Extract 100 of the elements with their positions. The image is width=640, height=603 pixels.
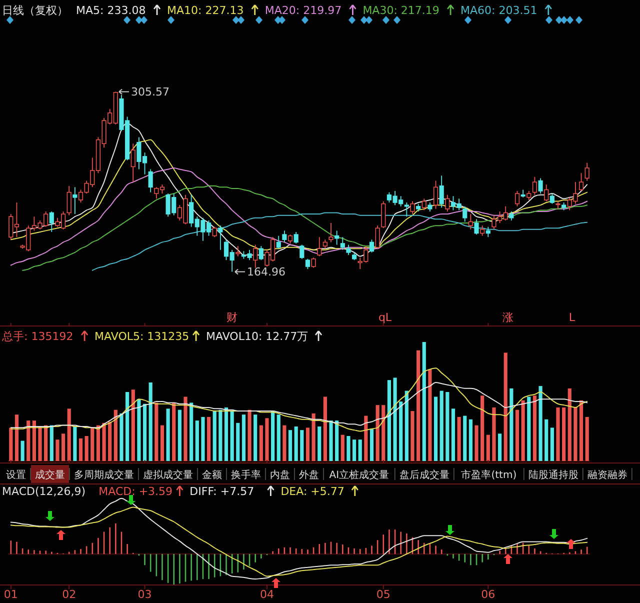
legend-label: DEA: +5.77 bbox=[280, 485, 344, 498]
candlestick bbox=[480, 225, 485, 236]
bar bbox=[195, 420, 199, 461]
bar bbox=[26, 420, 30, 461]
bar bbox=[474, 425, 478, 461]
bar bbox=[399, 402, 403, 461]
bar bbox=[352, 440, 356, 461]
bar bbox=[265, 418, 269, 461]
bar bbox=[538, 386, 542, 461]
legend-label: MA20: 219.97 bbox=[264, 4, 342, 17]
bar bbox=[370, 428, 374, 461]
bar bbox=[515, 410, 520, 461]
bar bbox=[84, 436, 88, 461]
bar bbox=[160, 425, 164, 461]
bar bbox=[376, 405, 380, 461]
bar bbox=[9, 428, 13, 461]
bar bbox=[335, 420, 339, 461]
text: 内盘 bbox=[270, 469, 290, 481]
x-tick-label: 04 bbox=[260, 588, 274, 601]
text: 财 bbox=[226, 311, 238, 324]
bar bbox=[20, 440, 24, 461]
chart-title: 日线（复权） bbox=[2, 4, 68, 17]
bar bbox=[300, 430, 304, 461]
bar bbox=[440, 390, 444, 461]
bar bbox=[504, 352, 508, 461]
bar bbox=[259, 425, 263, 461]
legend-label: MA60: 203.51 bbox=[460, 4, 538, 17]
bar bbox=[451, 408, 456, 461]
bar bbox=[224, 407, 228, 461]
x-tick-label: 01 bbox=[4, 588, 18, 601]
bar bbox=[56, 440, 60, 461]
bar bbox=[154, 402, 158, 461]
bar bbox=[248, 410, 252, 461]
bar bbox=[480, 396, 484, 461]
bar bbox=[102, 422, 106, 461]
candlestick bbox=[236, 246, 240, 257]
bar bbox=[131, 390, 135, 461]
bar bbox=[556, 407, 560, 461]
bar bbox=[212, 411, 216, 461]
bar bbox=[364, 416, 368, 461]
bar bbox=[382, 405, 386, 461]
legend-label: MAVOL10: 12.77万 bbox=[206, 330, 308, 343]
bar bbox=[201, 416, 205, 461]
bar bbox=[404, 390, 408, 461]
legend-label: MA5: 233.08 bbox=[76, 4, 146, 17]
candlestick bbox=[340, 236, 345, 250]
x-tick-label: 05 bbox=[376, 588, 390, 601]
text: 外盘 bbox=[299, 469, 319, 481]
candlestick bbox=[130, 143, 136, 182]
legend-label: MAVOL5: 131235 bbox=[94, 330, 190, 343]
text: 换手率 bbox=[231, 469, 261, 481]
chart-title: MACD(12,26,9) bbox=[2, 485, 86, 498]
bar bbox=[294, 426, 298, 461]
bar bbox=[90, 428, 94, 461]
bar bbox=[312, 413, 316, 461]
bar bbox=[61, 434, 66, 461]
text: 融资融券 bbox=[587, 469, 628, 481]
legend-label: DIFF: +7.57 bbox=[190, 485, 254, 498]
bar bbox=[120, 413, 124, 461]
bar bbox=[276, 414, 280, 461]
bar bbox=[446, 392, 450, 461]
bar bbox=[463, 416, 467, 461]
candlestick bbox=[66, 185, 72, 216]
bar bbox=[574, 407, 578, 461]
bar bbox=[410, 411, 414, 461]
bar bbox=[532, 396, 537, 461]
bar bbox=[254, 414, 258, 461]
bar bbox=[73, 426, 77, 461]
bar bbox=[544, 419, 548, 461]
legend-label: MA30: 217.19 bbox=[362, 4, 440, 17]
legend-label: 总手: 135192 bbox=[1, 330, 74, 343]
bar bbox=[114, 410, 118, 461]
bar bbox=[468, 419, 472, 461]
bar bbox=[387, 380, 392, 461]
bar bbox=[434, 396, 438, 461]
bar bbox=[236, 422, 240, 461]
text: qL bbox=[378, 311, 392, 324]
bar bbox=[521, 400, 525, 461]
bar bbox=[282, 425, 286, 461]
x-tick-label: 02 bbox=[62, 588, 76, 601]
bar bbox=[358, 440, 362, 461]
bar bbox=[527, 396, 531, 461]
candlestick bbox=[439, 175, 444, 208]
bar bbox=[108, 422, 112, 461]
bar bbox=[44, 425, 48, 461]
bar bbox=[142, 404, 147, 461]
legend-label: MA10: 227.13 bbox=[167, 4, 244, 17]
candlestick bbox=[334, 230, 340, 246]
bar bbox=[457, 416, 461, 461]
bar bbox=[422, 342, 426, 461]
candlestick bbox=[486, 226, 490, 238]
x-tick-label: 03 bbox=[138, 588, 152, 601]
bar bbox=[323, 396, 327, 461]
bar bbox=[242, 414, 246, 461]
bar bbox=[67, 408, 71, 461]
bar bbox=[318, 426, 322, 461]
bar bbox=[428, 369, 432, 461]
candlestick bbox=[148, 168, 153, 193]
bar bbox=[172, 402, 176, 461]
bar bbox=[96, 425, 100, 461]
